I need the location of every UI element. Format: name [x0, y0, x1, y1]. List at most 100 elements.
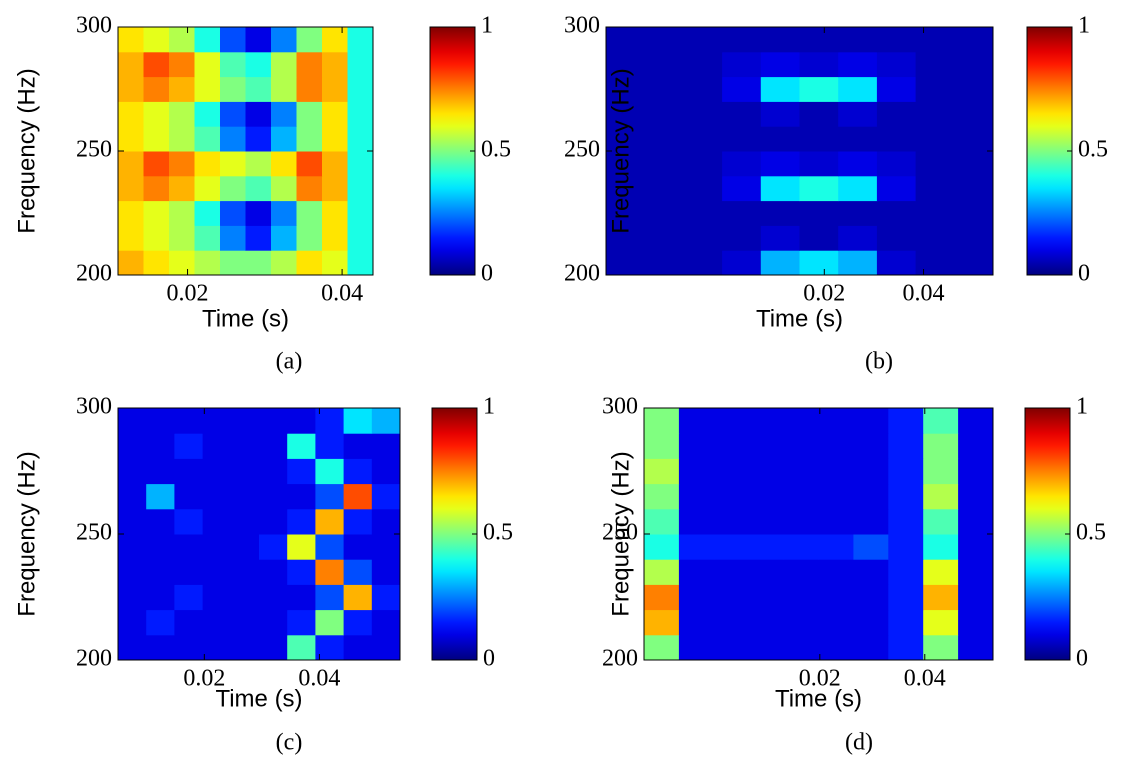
heatmap-cell: [245, 101, 272, 127]
heatmap-cell: [818, 483, 854, 510]
heatmap-cell: [169, 76, 195, 102]
heatmap-cell: [799, 27, 839, 53]
panel-caption: (c): [276, 730, 303, 756]
heatmap-cell: [118, 634, 147, 661]
heatmap-cell: [958, 483, 994, 510]
x-axis-label: Time (s): [756, 305, 843, 332]
heatmap-cell: [371, 508, 401, 535]
heatmap-cell: [713, 634, 750, 661]
heatmap-cell: [322, 51, 348, 78]
heatmap-cell: [220, 175, 246, 202]
heatmap-cell: [174, 534, 204, 560]
heatmap-cell: [713, 584, 750, 611]
heatmap-cell: [143, 51, 170, 78]
heatmap-cell: [722, 151, 762, 177]
heatmap-cell: [783, 609, 819, 636]
heatmap-cell: [713, 609, 750, 636]
heatmap-cell: [202, 408, 232, 434]
heatmap-cell: [118, 101, 144, 127]
heatmap-cell: [194, 76, 221, 102]
heatmap-cell: [678, 483, 715, 510]
heatmap-cell: [230, 483, 260, 510]
heatmap-cell: [143, 250, 170, 276]
heatmap-cell: [838, 175, 878, 202]
heatmap-cell: [853, 408, 889, 434]
colorbar: [1024, 407, 1071, 661]
heatmap-cell: [322, 76, 348, 102]
heatmap-cell: [245, 151, 272, 177]
heatmap-cell: [954, 51, 994, 78]
heatmap-cell: [606, 175, 646, 202]
heatmap-cell: [245, 126, 272, 152]
heatmap-cell: [644, 76, 684, 102]
y-tick-label: 300: [76, 394, 112, 420]
heatmap-cell: [783, 483, 819, 510]
heatmap-cell: [315, 458, 345, 485]
heatmap-cell: [958, 559, 994, 585]
heatmap-cell: [958, 584, 994, 611]
heatmap-cell: [146, 458, 175, 485]
heatmap-cell: [245, 200, 272, 226]
heatmap-cell: [783, 508, 819, 535]
heatmap-cell: [143, 200, 170, 226]
heatmap-cell: [343, 483, 373, 510]
heatmap-cell: [169, 250, 195, 276]
heatmap-cell: [347, 27, 374, 53]
colorbar: [1026, 26, 1073, 276]
heatmap-cell: [748, 609, 785, 636]
heatmap-cell: [799, 51, 839, 78]
heatmap-cell: [287, 584, 316, 611]
heatmap-cell: [259, 508, 288, 535]
heatmap-cell: [923, 584, 959, 611]
colorbar-tick-label: 1: [1076, 394, 1088, 420]
colorbar-tick-label: 1: [483, 394, 495, 420]
heatmap-cell: [245, 27, 272, 53]
heatmap-cell: [296, 175, 323, 202]
heatmap-cell: [923, 408, 959, 434]
heatmap-cell: [853, 534, 889, 560]
heatmap-cell: [915, 151, 955, 177]
heatmap-cell: [271, 175, 297, 202]
heatmap-cell: [799, 76, 839, 102]
heatmap-cell: [818, 433, 854, 459]
heatmap-cell: [853, 559, 889, 585]
heatmap-cell: [644, 225, 684, 251]
heatmap-cell: [683, 250, 723, 276]
heatmap-cell: [259, 458, 288, 485]
heatmap-cell: [220, 126, 246, 152]
heatmap-cell: [347, 250, 374, 276]
heatmap-cell: [230, 584, 260, 611]
heatmap-cell: [915, 101, 955, 127]
heatmap-cell: [271, 27, 297, 53]
heatmap-cell: [838, 151, 878, 177]
heatmap-cell: [322, 225, 348, 251]
x-axis-label: Time (s): [215, 685, 302, 712]
heatmap-cell: [818, 508, 854, 535]
heatmap-cell: [371, 433, 401, 459]
heatmap-cell: [118, 609, 147, 636]
heatmap-cell: [644, 27, 684, 53]
heatmap-cell: [118, 559, 147, 585]
heatmap-cell: [371, 483, 401, 510]
heatmap-cell: [347, 51, 374, 78]
y-axis-label: Frequency (Hz): [607, 451, 634, 616]
heatmap-cell: [220, 101, 246, 127]
heatmap-cell: [888, 408, 924, 434]
heatmap-cell: [748, 559, 785, 585]
heatmap-cell: [954, 76, 994, 102]
colorbar-tick-label: 0: [1078, 261, 1090, 287]
heatmap-cell: [230, 458, 260, 485]
heatmap-cell: [958, 634, 994, 661]
heatmap-cell: [143, 126, 170, 152]
heatmap-cell: [606, 126, 646, 152]
heatmap-cell: [888, 584, 924, 611]
heatmap-cell: [722, 27, 762, 53]
heatmap-cell: [315, 433, 345, 459]
heatmap-cell: [230, 508, 260, 535]
heatmap-cell: [923, 508, 959, 535]
heatmap-cell: [143, 101, 170, 127]
heatmap-cell: [202, 609, 232, 636]
heatmap-cell: [853, 609, 889, 636]
heatmap-cell: [322, 250, 348, 276]
heatmap-cell: [915, 200, 955, 226]
